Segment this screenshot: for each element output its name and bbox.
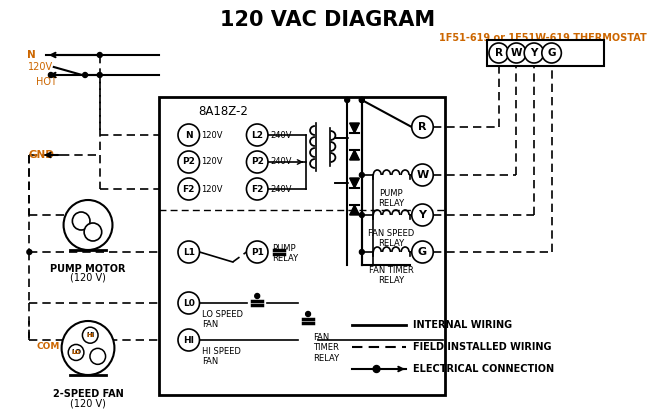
Circle shape: [62, 321, 115, 375]
Text: 240V: 240V: [270, 130, 291, 140]
Text: N: N: [185, 130, 192, 140]
Text: FAN
TIMER
RELAY: FAN TIMER RELAY: [313, 333, 339, 363]
Text: L0: L0: [183, 298, 195, 308]
Text: N: N: [27, 50, 36, 60]
Text: 120V: 120V: [202, 158, 223, 166]
Text: 120V: 120V: [202, 130, 223, 140]
Text: 240V: 240V: [270, 158, 291, 166]
Circle shape: [82, 327, 98, 343]
Circle shape: [72, 212, 90, 230]
Circle shape: [178, 329, 200, 351]
Text: COM: COM: [36, 341, 60, 351]
Circle shape: [412, 116, 433, 138]
Text: W: W: [511, 48, 522, 58]
Circle shape: [247, 178, 268, 200]
Circle shape: [178, 151, 200, 173]
Text: FAN TIMER
RELAY: FAN TIMER RELAY: [369, 266, 413, 285]
Text: F2: F2: [251, 184, 263, 194]
Text: HI: HI: [86, 333, 94, 338]
Text: HI: HI: [86, 332, 94, 338]
Circle shape: [255, 293, 260, 298]
Text: Y: Y: [419, 210, 427, 220]
Circle shape: [359, 98, 364, 103]
Text: W: W: [416, 170, 429, 180]
Circle shape: [359, 249, 364, 254]
Circle shape: [247, 151, 268, 173]
Text: INTERNAL WIRING: INTERNAL WIRING: [413, 320, 512, 330]
Circle shape: [345, 98, 350, 103]
Circle shape: [82, 72, 88, 78]
Circle shape: [178, 124, 200, 146]
Text: 120V: 120V: [202, 184, 223, 194]
Circle shape: [507, 43, 526, 63]
Text: FAN SPEED
RELAY: FAN SPEED RELAY: [368, 229, 414, 248]
Text: 120V: 120V: [28, 62, 54, 72]
Text: R: R: [494, 48, 502, 58]
Circle shape: [178, 292, 200, 314]
Circle shape: [412, 204, 433, 226]
Circle shape: [412, 164, 433, 186]
Text: PUMP MOTOR: PUMP MOTOR: [50, 264, 126, 274]
Text: HOT: HOT: [36, 77, 57, 87]
Text: PUMP
RELAY: PUMP RELAY: [272, 244, 298, 264]
Circle shape: [48, 72, 54, 78]
Text: G: G: [547, 48, 556, 58]
Text: R: R: [418, 122, 427, 132]
Text: FIELD INSTALLED WIRING: FIELD INSTALLED WIRING: [413, 342, 551, 352]
Circle shape: [27, 249, 31, 254]
Polygon shape: [350, 178, 359, 188]
Polygon shape: [350, 123, 359, 133]
Circle shape: [306, 311, 310, 316]
Text: 1F51-619 or 1F51W-619 THERMOSTAT: 1F51-619 or 1F51W-619 THERMOSTAT: [439, 33, 647, 43]
Text: P1: P1: [251, 248, 264, 256]
Text: PUMP
RELAY: PUMP RELAY: [378, 189, 404, 208]
Circle shape: [373, 365, 380, 372]
Circle shape: [178, 178, 200, 200]
Text: 2-SPEED FAN: 2-SPEED FAN: [53, 389, 123, 399]
Text: LO: LO: [71, 349, 81, 355]
Text: GND: GND: [28, 150, 54, 160]
Bar: [159, 97, 445, 395]
Text: ELECTRICAL CONNECTION: ELECTRICAL CONNECTION: [413, 364, 554, 374]
Text: LO SPEED
FAN: LO SPEED FAN: [202, 310, 243, 329]
Text: P2: P2: [251, 158, 264, 166]
Circle shape: [97, 52, 103, 57]
Text: P2: P2: [182, 158, 195, 166]
Circle shape: [524, 43, 544, 63]
Text: Y: Y: [530, 48, 537, 58]
Polygon shape: [350, 205, 359, 215]
Text: (120 V): (120 V): [70, 398, 106, 408]
Circle shape: [178, 241, 200, 263]
Circle shape: [84, 223, 102, 241]
Text: (120 V): (120 V): [70, 273, 106, 283]
Text: LO: LO: [72, 350, 80, 355]
Circle shape: [247, 241, 268, 263]
Text: 240V: 240V: [270, 184, 291, 194]
Circle shape: [359, 212, 364, 217]
Circle shape: [97, 72, 103, 78]
Text: 120 VAC DIAGRAM: 120 VAC DIAGRAM: [220, 10, 436, 30]
Circle shape: [64, 200, 113, 250]
Circle shape: [90, 348, 106, 365]
Text: F2: F2: [182, 184, 195, 194]
Circle shape: [359, 98, 364, 103]
Text: L2: L2: [251, 130, 263, 140]
Circle shape: [489, 43, 509, 63]
Text: G: G: [418, 247, 427, 257]
Polygon shape: [350, 150, 359, 160]
Circle shape: [247, 124, 268, 146]
Circle shape: [412, 241, 433, 263]
Text: L1: L1: [183, 248, 195, 256]
Bar: [487, 40, 604, 66]
Text: HI: HI: [184, 336, 194, 344]
Text: 8A18Z-2: 8A18Z-2: [198, 105, 248, 118]
Circle shape: [542, 43, 561, 63]
Text: HI SPEED
FAN: HI SPEED FAN: [202, 347, 241, 366]
Circle shape: [359, 173, 364, 178]
Circle shape: [68, 344, 84, 360]
